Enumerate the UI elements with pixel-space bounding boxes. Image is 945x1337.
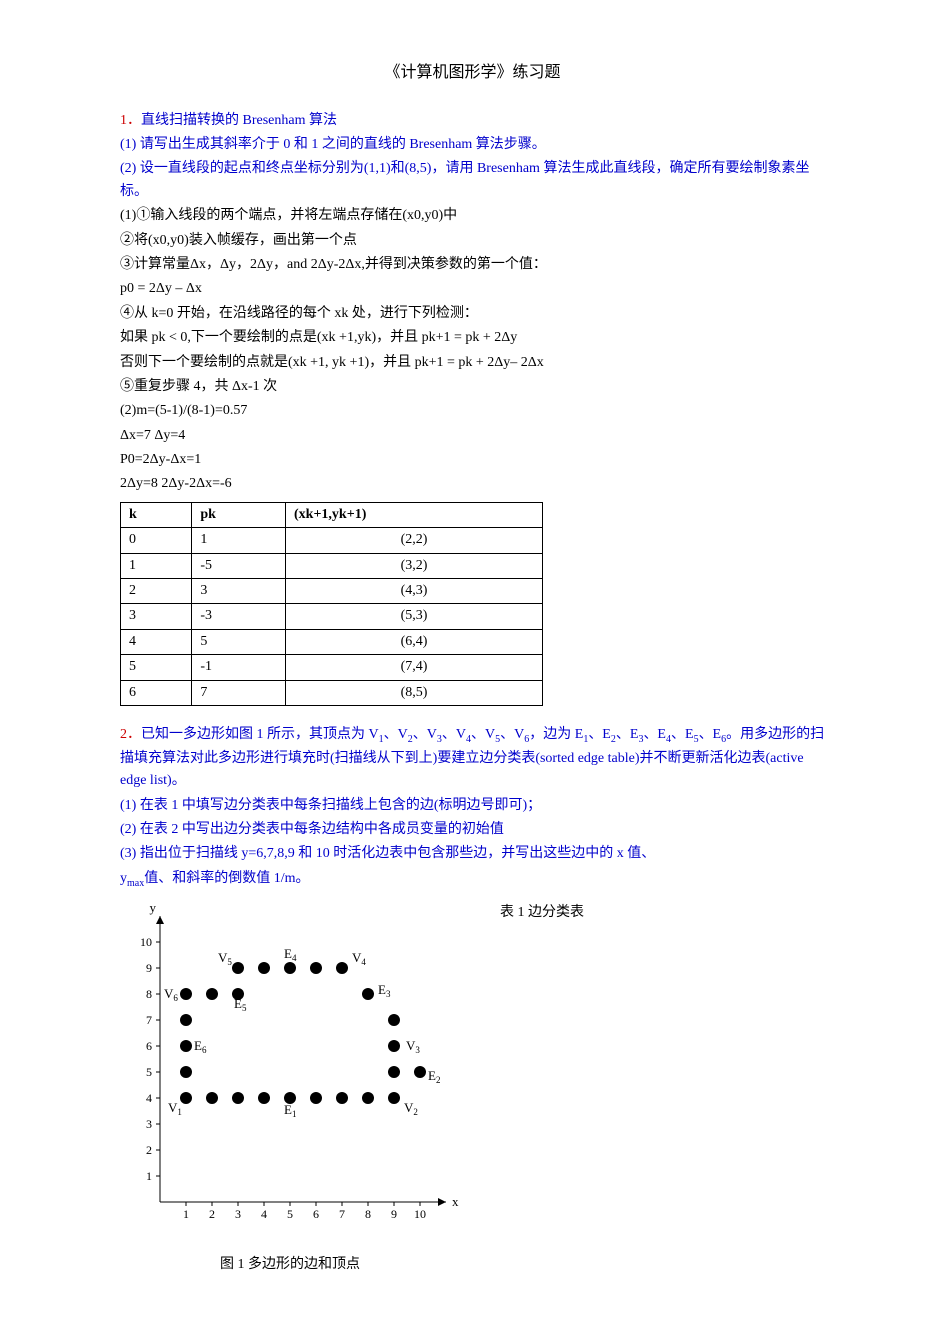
svg-text:x: x [452,1194,459,1209]
q1-a1-1: ②将(x0,y0)装入帧缓存，画出第一个点 [120,230,825,252]
q2-p3b: ymax值、和斜率的倒数值 1/m。 [120,868,825,892]
svg-text:1: 1 [146,1169,152,1183]
svg-text:9: 9 [146,961,152,975]
table-cell: 5 [192,629,286,654]
svg-text:E4: E4 [284,946,297,963]
svg-text:8: 8 [365,1207,371,1221]
svg-text:E2: E2 [428,1068,440,1085]
svg-text:E6: E6 [194,1038,207,1055]
bresenham-table: kpk(xk+1,yk+1) 01(2,2)1-5(3,2)23(4,3)3-3… [120,502,543,706]
table-cell: 0 [121,528,192,553]
q2-vlist: 1、V2、V3、V4、V5、V6 [379,727,530,742]
q2-text-b: ，边为 E [529,727,583,742]
q1-a2-1: Δx=7 Δy=4 [120,425,825,447]
table-cell: 1 [192,528,286,553]
svg-text:4: 4 [261,1207,267,1221]
svg-text:V2: V2 [404,1100,418,1117]
q1-a1-2b: p0 = 2Δy – Δx [120,278,825,300]
table-cell: (3,2) [286,553,543,578]
svg-text:E1: E1 [284,1102,296,1119]
table-cell: -1 [192,655,286,680]
svg-text:1: 1 [183,1207,189,1221]
q2-elist: 1、E2、E3、E4、E5、E6 [583,727,726,742]
table-cell: 3 [121,604,192,629]
q2-p1: (1) 在表 1 中填写边分类表中每条扫描线上包含的边(标明边号即可)； [120,795,825,817]
table-header: (xk+1,yk+1) [286,502,543,527]
q1-a1-4: ⑤重复步骤 4，共 Δx-1 次 [120,376,825,398]
q1-a1-0: (1)①输入线段的两个端点，并将左端点存储在(x0,y0)中 [120,205,825,227]
svg-text:6: 6 [146,1039,152,1053]
svg-text:E5: E5 [234,996,247,1013]
q2-p3b-text: ymax值、和斜率的倒数值 1/m。 [120,871,310,886]
svg-text:y: y [150,902,157,915]
page-title: 《计算机图形学》练习题 [120,60,825,86]
table-cell: 7 [192,680,286,705]
table-cell: 4 [121,629,192,654]
svg-text:3: 3 [146,1117,152,1131]
svg-text:8: 8 [146,987,152,1001]
q2-text-a: 已知一多边形如图 1 所示，其顶点为 V [141,727,379,742]
svg-text:4: 4 [146,1091,152,1105]
table-row: 67(8,5) [121,680,543,705]
table-cell: 3 [192,579,286,604]
table-cell: -5 [192,553,286,578]
q2-p2: (2) 在表 2 中写出边分类表中每条边结构中各成员变量的初始值 [120,819,825,841]
q1-a1-3a: 如果 pk < 0,下一个要绘制的点是(xk +1,yk)，并且 pk+1 = … [120,327,825,349]
table-cell: (4,3) [286,579,543,604]
table-cell: 2 [121,579,192,604]
q1-a2-0: (2)m=(5-1)/(8-1)=0.57 [120,400,825,422]
svg-text:V6: V6 [164,986,178,1003]
table-row: 45(6,4) [121,629,543,654]
q2-num: 2． [120,727,141,742]
svg-text:V4: V4 [352,950,366,967]
q1-a1-3b: 否则下一个要绘制的点就是(xk +1, yk +1)，并且 pk+1 = pk … [120,352,825,374]
table-row: 01(2,2) [121,528,543,553]
q1-a1-3: ④从 k=0 开始，在沿线路径的每个 xk 处，进行下列检测： [120,303,825,325]
q1-a2-3: 2Δy=8 2Δy-2Δx=-6 [120,473,825,495]
table-row: 3-3(5,3) [121,604,543,629]
svg-text:5: 5 [287,1207,293,1221]
figure-caption: 图 1 多边形的边和顶点 [120,1254,460,1276]
table-cell: 5 [121,655,192,680]
svg-text:V3: V3 [406,1038,420,1055]
table-cell: 1 [121,553,192,578]
q1-heading: 1．直线扫描转换的 Bresenham 算法 [120,110,825,132]
table-cell: -3 [192,604,286,629]
q1-p1: (1) 请写出生成其斜率介于 0 和 1 之间的直线的 Bresenham 算法… [120,134,825,156]
table-cell: (6,4) [286,629,543,654]
svg-text:3: 3 [235,1207,241,1221]
polygon-figure: x1y1234567891012345678910V1V2V3V4V5V6E1E… [120,902,460,1277]
table-cell: (7,4) [286,655,543,680]
q1-text: 直线扫描转换的 Bresenham 算法 [141,113,337,128]
svg-text:5: 5 [146,1065,152,1079]
table-row: 1-5(3,2) [121,553,543,578]
svg-text:7: 7 [146,1013,152,1027]
q2-heading: 2．已知一多边形如图 1 所示，其顶点为 V1、V2、V3、V4、V5、V6，边… [120,724,825,793]
svg-text:2: 2 [146,1143,152,1157]
svg-text:2: 2 [209,1207,215,1221]
table-cell: (2,2) [286,528,543,553]
svg-text:V5: V5 [218,950,232,967]
table-cell: 6 [121,680,192,705]
svg-text:10: 10 [414,1207,426,1221]
svg-text:9: 9 [391,1207,397,1221]
svg-text:7: 7 [339,1207,345,1221]
q1-a2-2: P0=2Δy-Δx=1 [120,449,825,471]
q1-p2: (2) 设一直线段的起点和终点坐标分别为(1,1)和(8,5)，请用 Brese… [120,158,825,203]
table-cell: (8,5) [286,680,543,705]
svg-text:6: 6 [313,1207,319,1221]
table-header: pk [192,502,286,527]
table-cell: (5,3) [286,604,543,629]
q2-p3a: (3) 指出位于扫描线 y=6,7,8,9 和 10 时活化边表中包含那些边，并… [120,843,825,865]
table-header: k [121,502,192,527]
q1-num: 1． [120,113,141,128]
q1-a1-2: ③计算常量Δx，Δy，2Δy，and 2Δy-2Δx,并得到决策参数的第一个值： [120,254,825,276]
svg-text:10: 10 [140,935,152,949]
table1-label: 表 1 边分类表 [500,902,584,924]
svg-text:E3: E3 [378,982,391,999]
svg-text:V1: V1 [168,1100,182,1117]
table-row: 23(4,3) [121,579,543,604]
table-row: 5-1(7,4) [121,655,543,680]
